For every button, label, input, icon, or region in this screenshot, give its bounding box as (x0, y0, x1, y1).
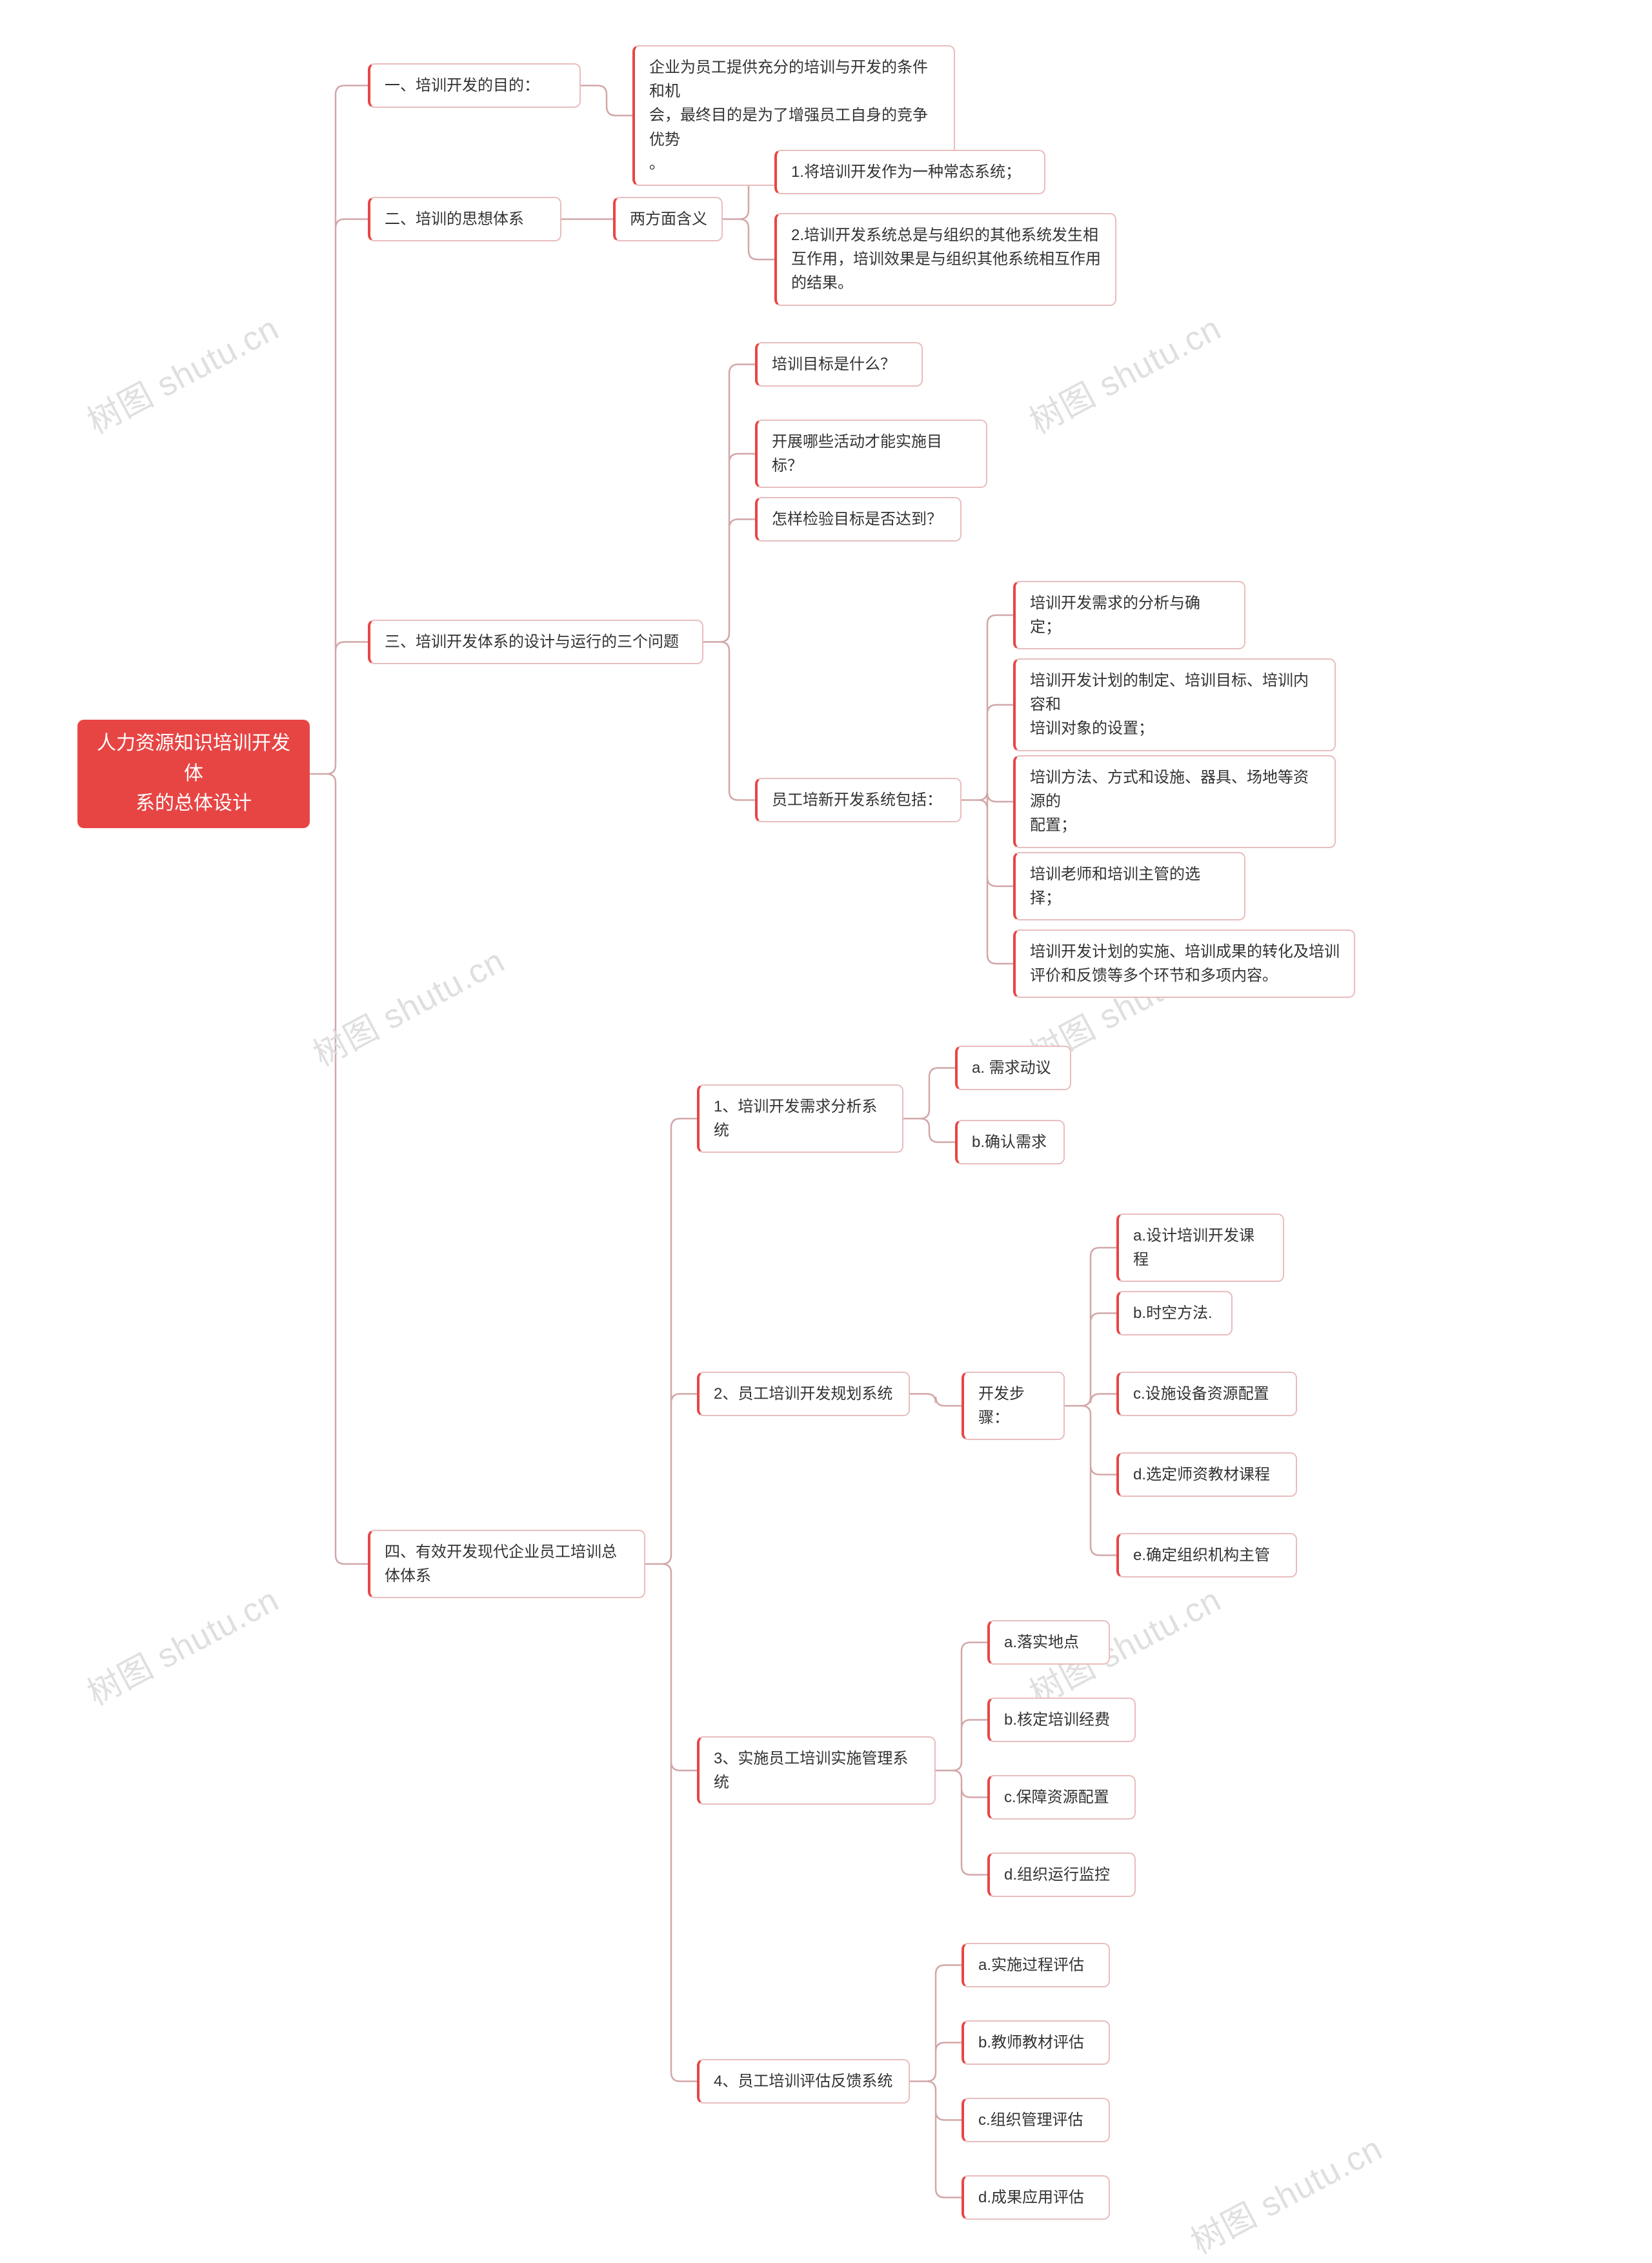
node-n4s4d: d.成果应用评估 (962, 2175, 1110, 2220)
node-label: 培训老师和培训主管的选择； (1030, 862, 1230, 910)
node-n4s2a1: a.设计培训开发课程 (1116, 1213, 1284, 1282)
node-label: a.实施过程评估 (978, 1953, 1084, 1977)
node-n3d1: 培训开发需求的分析与确定； (1013, 581, 1245, 649)
node-label: 1.将培训开发作为一种常态系统； (791, 160, 1021, 184)
node-label: 4、员工培训评估反馈系统 (714, 2069, 892, 2093)
node-n3b: 开展哪些活动才能实施目标？ (755, 420, 987, 488)
node-label: 培训开发需求的分析与确定； (1030, 591, 1230, 639)
node-n4s3b: b.核定培训经费 (987, 1698, 1136, 1742)
node-n3d5: 培训开发计划的实施、培训成果的转化及培训 评价和反馈等多个环节和多项内容。 (1013, 929, 1355, 998)
node-label: 培训方法、方式和设施、器具、场地等资源的 配置； (1030, 766, 1320, 838)
node-label: c.设施设备资源配置 (1133, 1382, 1269, 1406)
node-label: a.设计培训开发课程 (1133, 1224, 1269, 1272)
node-label: 2.培训开发系统总是与组织的其他系统发生相 互作用，培训效果是与组织其他系统相互… (791, 223, 1101, 296)
node-label: 怎样检验目标是否达到？ (772, 507, 942, 531)
node-n4s4: 4、员工培训评估反馈系统 (697, 2059, 910, 2104)
node-n4s4a: a.实施过程评估 (962, 1943, 1110, 1987)
node-n4s2a2: b.时空方法. (1116, 1291, 1233, 1335)
node-label: 三、培训开发体系的设计与运行的三个问题 (385, 630, 679, 654)
node-label: b.确认需求 (972, 1130, 1047, 1154)
node-label: 2、员工培训开发规划系统 (714, 1382, 892, 1406)
node-n4s2a5: e.确定组织机构主管 (1116, 1533, 1297, 1578)
node-n3d3: 培训方法、方式和设施、器具、场地等资源的 配置； (1013, 755, 1336, 848)
node-label: d.成果应用评估 (978, 2186, 1084, 2209)
node-label: 开展哪些活动才能实施目标？ (772, 430, 972, 478)
node-n4s3: 3、实施员工培训实施管理系统 (697, 1736, 936, 1805)
node-n3a: 培训目标是什么？ (755, 342, 923, 387)
node-n4s2: 2、员工培训开发规划系统 (697, 1372, 910, 1416)
mindmap-canvas: 树图 shutu.cn 树图 shutu.cn 树图 shutu.cn 树图 shut… (0, 0, 1652, 2257)
node-label: b.时空方法. (1133, 1301, 1213, 1325)
node-label: 培训开发计划的实施、培训成果的转化及培训 评价和反馈等多个环节和多项内容。 (1030, 940, 1340, 988)
node-n4s3a: a.落实地点 (987, 1620, 1110, 1665)
node-n4s2a3: c.设施设备资源配置 (1116, 1372, 1297, 1416)
node-label: c.保障资源配置 (1004, 1785, 1109, 1809)
node-label: a. 需求动议 (972, 1056, 1051, 1080)
node-n3c: 怎样检验目标是否达到？ (755, 497, 962, 542)
watermark: 树图 shutu.cn (77, 301, 286, 443)
node-n3: 三、培训开发体系的设计与运行的三个问题 (368, 620, 703, 664)
watermark: 树图 shutu.cn (1181, 2122, 1389, 2263)
node-label: a.落实地点 (1004, 1630, 1079, 1654)
node-n2: 二、培训的思想体系 (368, 197, 561, 241)
node-label: e.确定组织机构主管 (1133, 1543, 1270, 1567)
node-n4s3d: d.组织运行监控 (987, 1852, 1136, 1897)
node-label: 培训开发计划的制定、培训目标、培训内容和 培训对象的设置； (1030, 669, 1320, 741)
node-n4s1a: a. 需求动议 (955, 1046, 1071, 1090)
node-label: b.核定培训经费 (1004, 1708, 1110, 1732)
node-n4: 四、有效开发现代企业员工培训总 体体系 (368, 1530, 645, 1598)
node-label: 员工培新开发系统包括： (772, 788, 942, 812)
node-n4s1b: b.确认需求 (955, 1120, 1065, 1164)
node-n2a2: 2.培训开发系统总是与组织的其他系统发生相 互作用，培训效果是与组织其他系统相互… (774, 213, 1116, 306)
node-label: d.组织运行监控 (1004, 1863, 1110, 1887)
node-n3d: 员工培新开发系统包括： (755, 778, 962, 822)
node-n3d2: 培训开发计划的制定、培训目标、培训内容和 培训对象的设置； (1013, 658, 1336, 751)
node-n2a1: 1.将培训开发作为一种常态系统； (774, 150, 1045, 194)
node-n4s3c: c.保障资源配置 (987, 1775, 1136, 1820)
node-label: 四、有效开发现代企业员工培训总 体体系 (385, 1540, 617, 1588)
node-label: 1、培训开发需求分析系统 (714, 1095, 888, 1142)
node-n3d4: 培训老师和培训主管的选择； (1013, 852, 1245, 920)
watermark: 树图 shutu.cn (77, 1573, 286, 1714)
node-label: 一、培训开发的目的： (385, 74, 539, 97)
node-label: c.组织管理评估 (978, 2108, 1083, 2132)
node-label: 开发步骤： (978, 1382, 1049, 1430)
node-n4s1: 1、培训开发需求分析系统 (697, 1084, 903, 1153)
node-label: b.教师教材评估 (978, 2031, 1084, 2055)
node-n4s4b: b.教师教材评估 (962, 2020, 1110, 2065)
node-label: d.选定师资教材课程 (1133, 1463, 1270, 1487)
root-node: 人力资源知识培训开发体 系的总体设计 (77, 720, 310, 828)
watermark: 树图 shutu.cn (303, 934, 512, 1075)
node-label: 两方面含义 (630, 207, 707, 231)
node-label: 培训目标是什么？ (772, 352, 896, 376)
node-n2a: 两方面含义 (613, 197, 723, 241)
node-label: 3、实施员工培训实施管理系统 (714, 1747, 920, 1794)
node-n4s2a: 开发步骤： (962, 1372, 1065, 1440)
node-n1: 一、培训开发的目的： (368, 63, 581, 108)
node-n4s4c: c.组织管理评估 (962, 2098, 1110, 2142)
node-label: 二、培训的思想体系 (385, 207, 524, 231)
watermark: 树图 shutu.cn (1020, 301, 1228, 443)
node-n4s2a4: d.选定师资教材课程 (1116, 1452, 1297, 1497)
node-label: 人力资源知识培训开发体 系的总体设计 (92, 729, 296, 819)
